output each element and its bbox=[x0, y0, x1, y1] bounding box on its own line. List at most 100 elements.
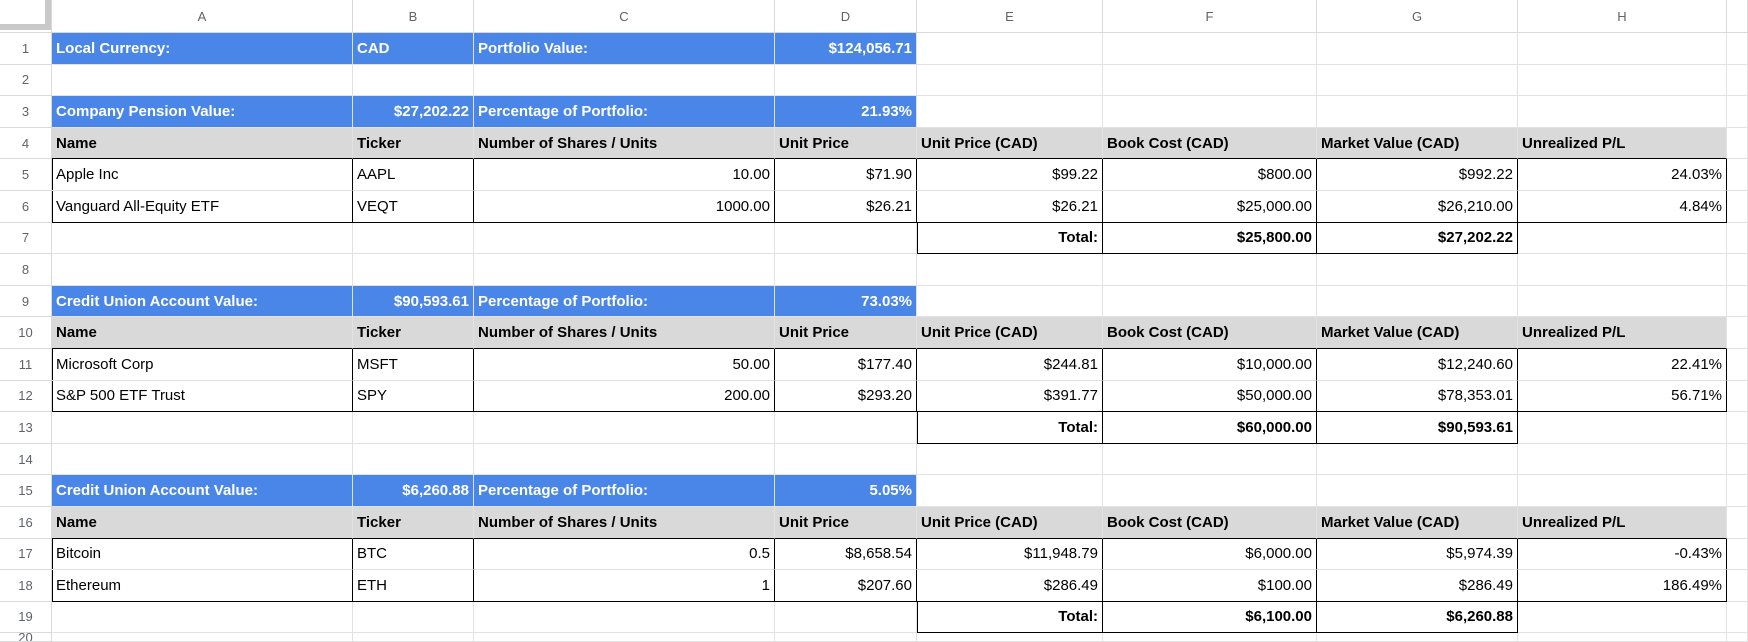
cell-E2[interactable] bbox=[917, 64, 1103, 97]
cell-H14[interactable] bbox=[1518, 443, 1727, 476]
cell-C1[interactable]: Portfolio Value: bbox=[474, 33, 775, 65]
cell-I1[interactable] bbox=[1727, 33, 1748, 65]
cell-D19[interactable] bbox=[775, 601, 917, 634]
cell-F16[interactable]: Book Cost (CAD) bbox=[1103, 506, 1317, 539]
row-header-13[interactable]: 13 bbox=[0, 412, 52, 444]
cell-H3[interactable] bbox=[1518, 96, 1727, 128]
row-header-20[interactable]: 20 bbox=[0, 633, 52, 642]
cell-F14[interactable] bbox=[1103, 443, 1317, 476]
cell-E15[interactable] bbox=[917, 475, 1103, 507]
cell-F8[interactable] bbox=[1103, 254, 1317, 286]
row-header-16[interactable]: 16 bbox=[0, 506, 52, 539]
cell-D11[interactable]: $177.40 bbox=[775, 348, 917, 381]
cell-E5[interactable]: $99.22 bbox=[917, 159, 1103, 191]
cell-H17[interactable]: -0.43% bbox=[1518, 538, 1727, 571]
cell-H8[interactable] bbox=[1518, 254, 1727, 286]
cell-I15[interactable] bbox=[1727, 475, 1748, 507]
row-header-6[interactable]: 6 bbox=[0, 190, 52, 223]
row-header-14[interactable]: 14 bbox=[0, 443, 52, 476]
cell-G14[interactable] bbox=[1317, 443, 1518, 476]
cell-A7[interactable] bbox=[52, 222, 353, 255]
cell-A17[interactable]: Bitcoin bbox=[52, 538, 353, 571]
cell-H19[interactable] bbox=[1518, 601, 1727, 634]
cell-G2[interactable] bbox=[1317, 64, 1518, 97]
cell-F11[interactable]: $10,000.00 bbox=[1103, 348, 1317, 381]
cell-F12[interactable]: $50,000.00 bbox=[1103, 380, 1317, 413]
cell-I7[interactable] bbox=[1727, 222, 1748, 255]
cell-E13[interactable]: Total: bbox=[917, 412, 1103, 444]
cell-H15[interactable] bbox=[1518, 475, 1727, 507]
cell-C18[interactable]: 1 bbox=[474, 570, 775, 602]
cell-G20[interactable] bbox=[1317, 633, 1518, 642]
cell-E19[interactable]: Total: bbox=[917, 601, 1103, 634]
row-header-4[interactable]: 4 bbox=[0, 127, 52, 160]
cell-G8[interactable] bbox=[1317, 254, 1518, 286]
cell-H5[interactable]: 24.03% bbox=[1518, 159, 1727, 191]
cell-F19[interactable]: $6,100.00 bbox=[1103, 601, 1317, 634]
cell-I9[interactable] bbox=[1727, 285, 1748, 318]
column-header-B[interactable]: B bbox=[353, 0, 474, 33]
row-header-5[interactable]: 5 bbox=[0, 159, 52, 191]
cell-A12[interactable]: S&P 500 ETF Trust bbox=[52, 380, 353, 413]
cell-C6[interactable]: 1000.00 bbox=[474, 190, 775, 223]
cell-A18[interactable]: Ethereum bbox=[52, 570, 353, 602]
cell-H6[interactable]: 4.84% bbox=[1518, 190, 1727, 223]
cell-B9[interactable]: $90,593.61 bbox=[353, 285, 474, 318]
cell-I19[interactable] bbox=[1727, 601, 1748, 634]
cell-B13[interactable] bbox=[353, 412, 474, 444]
cell-A5[interactable]: Apple Inc bbox=[52, 159, 353, 191]
cell-G15[interactable] bbox=[1317, 475, 1518, 507]
cell-H20[interactable] bbox=[1518, 633, 1727, 642]
cell-B2[interactable] bbox=[353, 64, 474, 97]
cell-I12[interactable] bbox=[1727, 380, 1748, 413]
cell-F2[interactable] bbox=[1103, 64, 1317, 97]
row-header-17[interactable]: 17 bbox=[0, 538, 52, 571]
cell-F10[interactable]: Book Cost (CAD) bbox=[1103, 317, 1317, 349]
cell-I4[interactable] bbox=[1727, 127, 1748, 160]
cell-F7[interactable]: $25,800.00 bbox=[1103, 222, 1317, 255]
cell-D14[interactable] bbox=[775, 443, 917, 476]
cell-A2[interactable] bbox=[52, 64, 353, 97]
cell-I13[interactable] bbox=[1727, 412, 1748, 444]
cell-C19[interactable] bbox=[474, 601, 775, 634]
cell-B8[interactable] bbox=[353, 254, 474, 286]
cell-E3[interactable] bbox=[917, 96, 1103, 128]
cell-E14[interactable] bbox=[917, 443, 1103, 476]
cell-B14[interactable] bbox=[353, 443, 474, 476]
cell-D17[interactable]: $8,658.54 bbox=[775, 538, 917, 571]
cell-F13[interactable]: $60,000.00 bbox=[1103, 412, 1317, 444]
cell-I3[interactable] bbox=[1727, 96, 1748, 128]
cell-B5[interactable]: AAPL bbox=[353, 159, 474, 191]
cell-I8[interactable] bbox=[1727, 254, 1748, 286]
cell-F1[interactable] bbox=[1103, 33, 1317, 65]
cell-D1[interactable]: $124,056.71 bbox=[775, 33, 917, 65]
column-header-H[interactable]: H bbox=[1518, 0, 1727, 33]
cell-G1[interactable] bbox=[1317, 33, 1518, 65]
cell-F9[interactable] bbox=[1103, 285, 1317, 318]
cell-I6[interactable] bbox=[1727, 190, 1748, 223]
cell-I18[interactable] bbox=[1727, 570, 1748, 602]
row-header-7[interactable]: 7 bbox=[0, 222, 52, 255]
cell-D12[interactable]: $293.20 bbox=[775, 380, 917, 413]
row-header-1[interactable]: 1 bbox=[0, 33, 52, 65]
cell-A4[interactable]: Name bbox=[52, 127, 353, 160]
cell-D3[interactable]: 21.93% bbox=[775, 96, 917, 128]
cell-C11[interactable]: 50.00 bbox=[474, 348, 775, 381]
cell-C10[interactable]: Number of Shares / Units bbox=[474, 317, 775, 349]
row-header-10[interactable]: 10 bbox=[0, 317, 52, 349]
row-header-8[interactable]: 8 bbox=[0, 254, 52, 286]
cell-H13[interactable] bbox=[1518, 412, 1727, 444]
cell-B3[interactable]: $27,202.22 bbox=[353, 96, 474, 128]
cell-D15[interactable]: 5.05% bbox=[775, 475, 917, 507]
cell-H10[interactable]: Unrealized P/L bbox=[1518, 317, 1727, 349]
row-header-12[interactable]: 12 bbox=[0, 380, 52, 413]
cell-D13[interactable] bbox=[775, 412, 917, 444]
cell-I16[interactable] bbox=[1727, 506, 1748, 539]
cell-D16[interactable]: Unit Price bbox=[775, 506, 917, 539]
cell-E18[interactable]: $286.49 bbox=[917, 570, 1103, 602]
cell-G4[interactable]: Market Value (CAD) bbox=[1317, 127, 1518, 160]
cell-F3[interactable] bbox=[1103, 96, 1317, 128]
cell-H7[interactable] bbox=[1518, 222, 1727, 255]
cell-C4[interactable]: Number of Shares / Units bbox=[474, 127, 775, 160]
cell-B15[interactable]: $6,260.88 bbox=[353, 475, 474, 507]
